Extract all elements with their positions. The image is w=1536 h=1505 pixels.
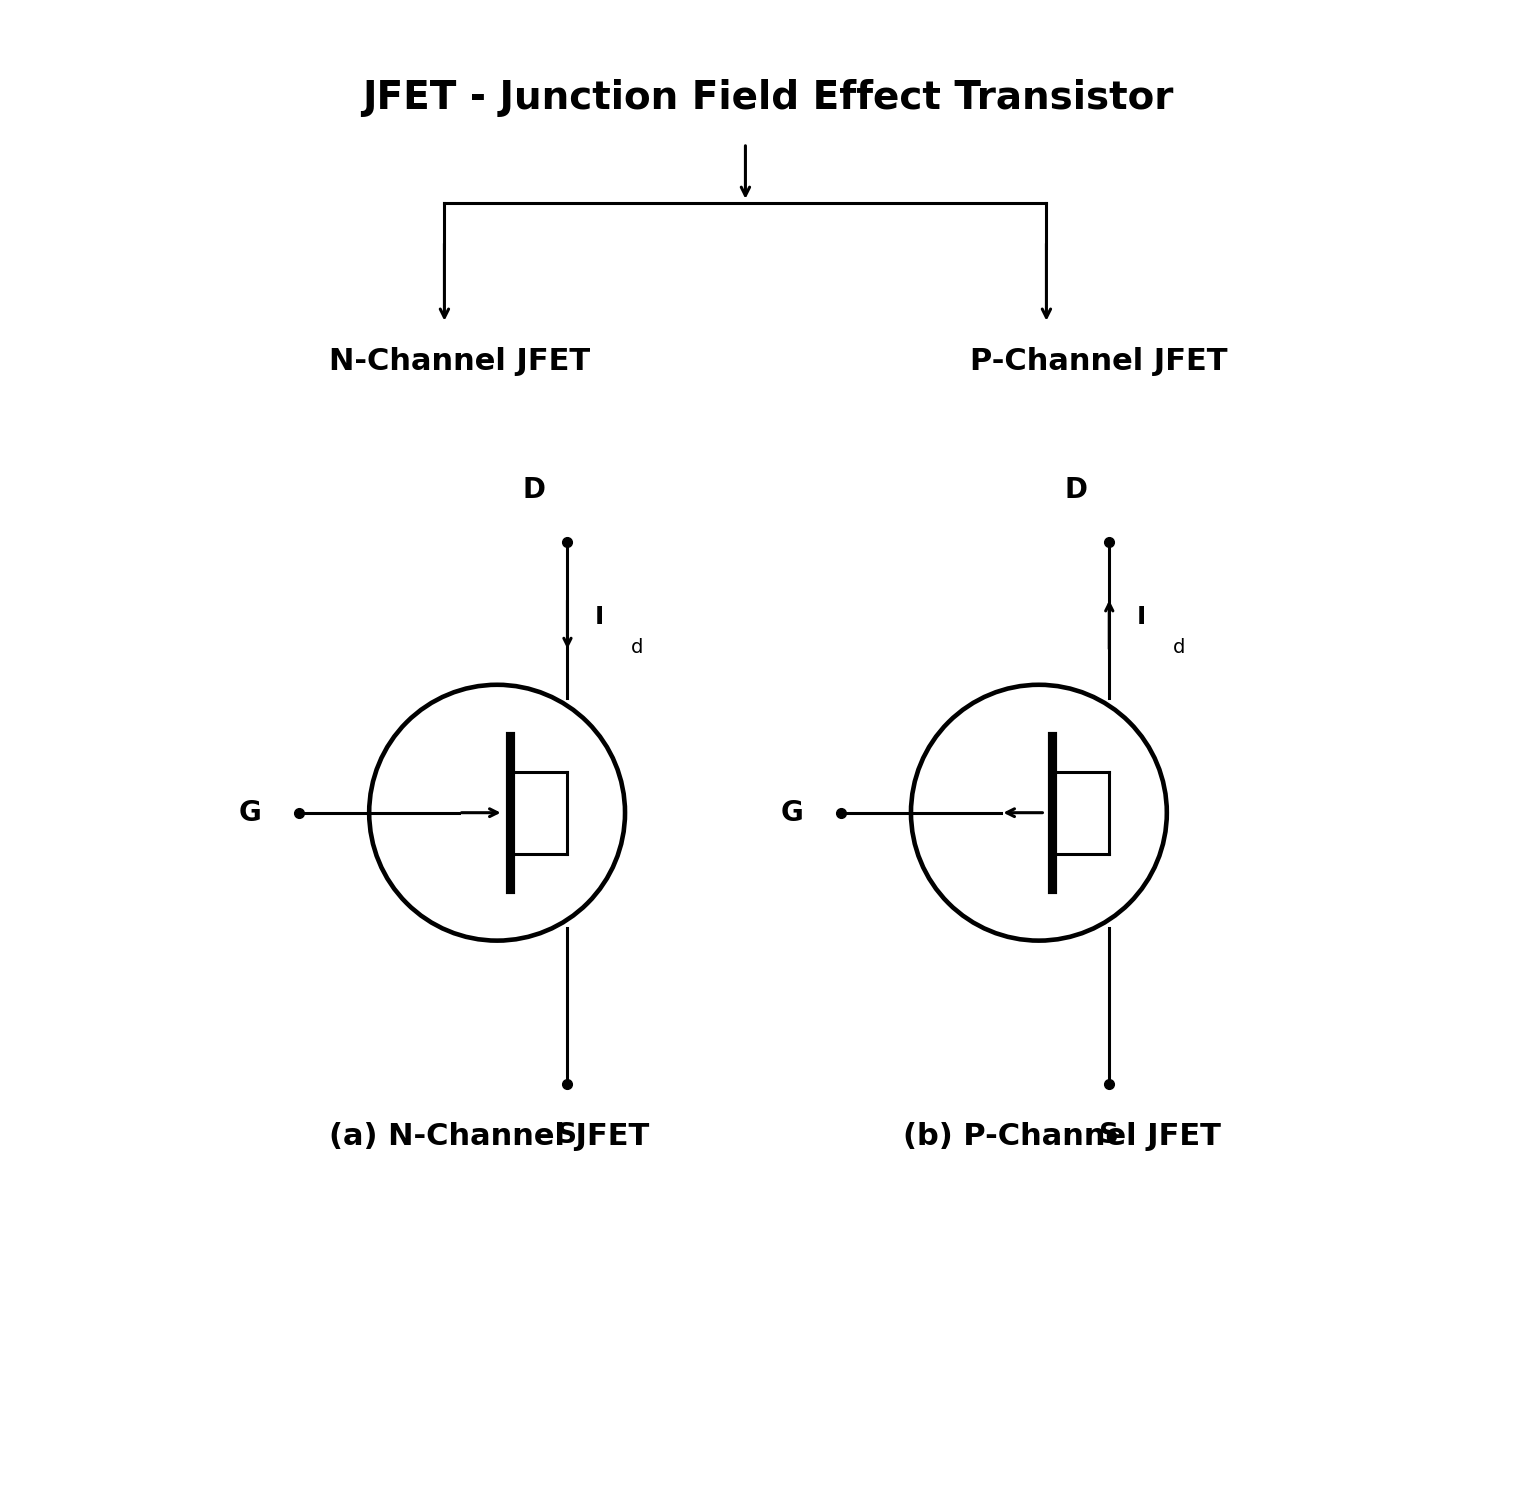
Text: d: d [1172,638,1184,656]
Text: S: S [1100,1121,1120,1150]
Text: N-Channel JFET: N-Channel JFET [329,346,590,376]
Text: P-Channel JFET: P-Channel JFET [971,346,1227,376]
Text: D: D [522,476,545,504]
Text: JFET - Junction Field Effect Transistor: JFET - Junction Field Effect Transistor [362,78,1174,117]
Text: I: I [594,605,604,629]
Text: S: S [558,1121,578,1150]
Text: D: D [1064,476,1087,504]
Text: (a) N-Channel JFET: (a) N-Channel JFET [329,1121,650,1151]
Text: I: I [1137,605,1146,629]
Text: (b) P-Channel JFET: (b) P-Channel JFET [903,1121,1221,1151]
Text: G: G [780,799,803,826]
Text: d: d [631,638,644,656]
Text: G: G [238,799,261,826]
